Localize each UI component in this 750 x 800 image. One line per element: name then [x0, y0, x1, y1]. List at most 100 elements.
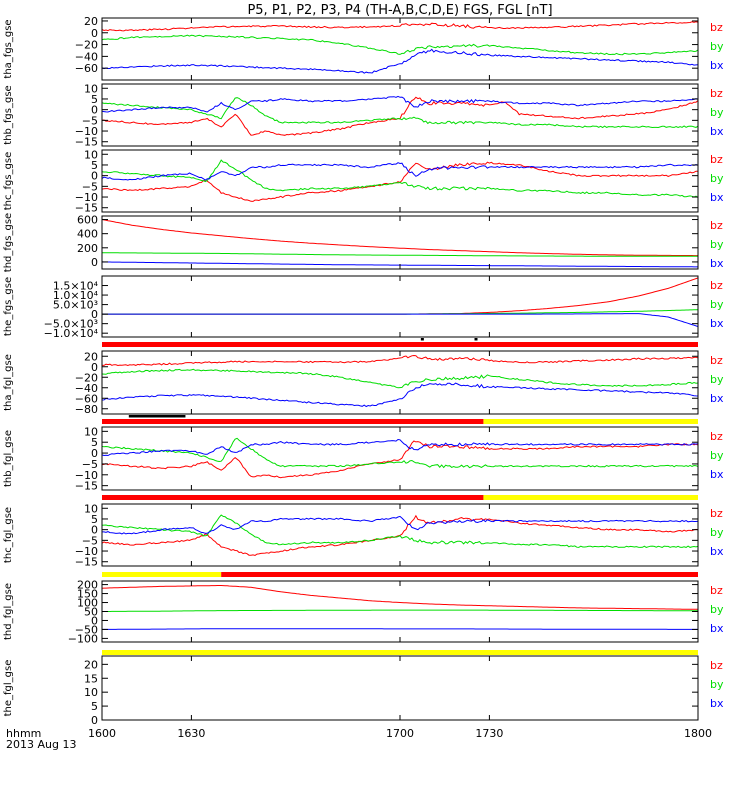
y-tick-label: 0	[91, 361, 98, 374]
y-tick-label: 20	[84, 15, 98, 28]
y-tick-label: 150	[77, 588, 98, 601]
series-bz-line	[102, 219, 698, 257]
panel-frame	[101, 275, 699, 338]
legend-bz: bz	[710, 21, 723, 34]
y-tick-label: −15	[75, 202, 98, 215]
series-bx-line	[102, 313, 698, 327]
legend-bz: bz	[710, 153, 723, 166]
status-segment	[102, 419, 484, 424]
y-tick-label: −5.0×10³	[44, 318, 98, 331]
x-tick-label: 1800	[684, 727, 712, 740]
y-tick-label: 10	[84, 148, 98, 161]
status-bar	[102, 495, 698, 500]
y-tick-label: −10	[75, 191, 98, 204]
date-label: 2013 Aug 13	[6, 738, 76, 751]
y-tick-label: −5	[82, 114, 98, 127]
status-segment	[483, 495, 698, 500]
series-bz-line	[102, 354, 698, 367]
series-bx-line	[102, 438, 698, 457]
legend-bx: bx	[710, 622, 724, 635]
y-tick-label: 0	[91, 714, 98, 727]
y-tick-label: 5	[91, 436, 98, 449]
y-tick-label: −15	[75, 556, 98, 569]
status-bar	[102, 338, 698, 347]
legend-bx: bx	[710, 125, 724, 138]
panel-frame	[101, 215, 699, 270]
y-tick-label: −40	[75, 50, 98, 63]
time-axis-label: hhmm	[6, 727, 41, 740]
legend-bz: bz	[710, 279, 723, 292]
legend-by: by	[710, 298, 724, 311]
y-axis-label: the_fgl_gse	[3, 660, 14, 717]
y-tick-label: −40	[75, 382, 98, 395]
status-bar	[102, 572, 698, 577]
status-segment	[102, 650, 698, 655]
y-tick-label: 0	[91, 104, 98, 117]
series-bz-line	[102, 440, 698, 479]
y-tick-label: 0	[91, 308, 98, 321]
y-tick-label: 10	[84, 425, 98, 438]
y-tick-label: 20	[84, 350, 98, 363]
y-axis-label: thc_fgs_gse	[3, 152, 14, 211]
y-tick-label: 50	[84, 606, 98, 619]
status-segment	[102, 495, 484, 500]
y-tick-label: 0	[91, 524, 98, 537]
legend-bx: bx	[710, 392, 724, 405]
panel-frame	[101, 580, 699, 643]
legend-bx: bx	[710, 317, 724, 330]
series-bx-line	[102, 382, 698, 408]
panel-frame	[101, 426, 699, 491]
y-tick-label: 10	[84, 502, 98, 515]
y-tick-label: 0	[91, 170, 98, 183]
status-mark	[128, 415, 186, 418]
y-tick-label: 20	[84, 658, 98, 671]
legend-by: by	[710, 603, 724, 616]
series-bx-line	[102, 515, 698, 535]
x-tick-label: 1630	[177, 727, 205, 740]
y-tick-label: 1.5×10⁴	[53, 280, 99, 293]
y-tick-label: 5.0×10³	[53, 299, 98, 312]
y-tick-label: 1.0×10⁴	[53, 289, 99, 302]
legend-bz: bz	[710, 584, 723, 597]
y-tick-label: 5	[91, 700, 98, 713]
plot-title: P5, P1, P2, P3, P4 (TH-A,B,C,D,E) FGS, F…	[247, 3, 552, 18]
panel-frame	[101, 655, 699, 721]
status-segment	[102, 572, 222, 577]
series-bz-line	[102, 96, 698, 136]
y-axis-label: thb_fgs_gse	[3, 85, 14, 144]
series-by-line	[102, 34, 698, 56]
y-tick-label: −80	[75, 403, 98, 416]
series-bx-line	[102, 95, 698, 113]
y-tick-label: −10	[75, 469, 98, 482]
series-bx-line	[102, 628, 698, 630]
legend-by: by	[710, 106, 724, 119]
series-by-line	[102, 437, 698, 469]
y-axis-label: tha_fgs_gse	[3, 19, 14, 78]
legend-bz: bz	[710, 507, 723, 520]
y-tick-label: 600	[77, 214, 98, 227]
y-tick-label: 10	[84, 686, 98, 699]
y-tick-label: −10	[75, 125, 98, 138]
series-bz-line	[102, 277, 698, 315]
y-tick-label: 5	[91, 159, 98, 172]
status-mark	[420, 338, 424, 341]
y-tick-label: 5	[91, 513, 98, 526]
y-tick-label: −5	[82, 180, 98, 193]
status-bar	[102, 650, 698, 655]
y-tick-label: 0	[91, 614, 98, 627]
series-by-line	[102, 252, 698, 257]
legend-bz: bz	[710, 87, 723, 100]
series-bz-line	[102, 585, 698, 610]
y-tick-label: 0	[91, 256, 98, 269]
series-bx-line	[102, 48, 698, 74]
series-bx-line	[102, 162, 698, 181]
y-axis-label: tha_fgl_gse	[3, 354, 14, 411]
legend-bx: bx	[710, 697, 724, 710]
legend-bx: bx	[710, 545, 724, 558]
y-tick-label: −100	[68, 632, 98, 645]
legend-by: by	[710, 238, 724, 251]
y-tick-label: −15	[75, 136, 98, 149]
